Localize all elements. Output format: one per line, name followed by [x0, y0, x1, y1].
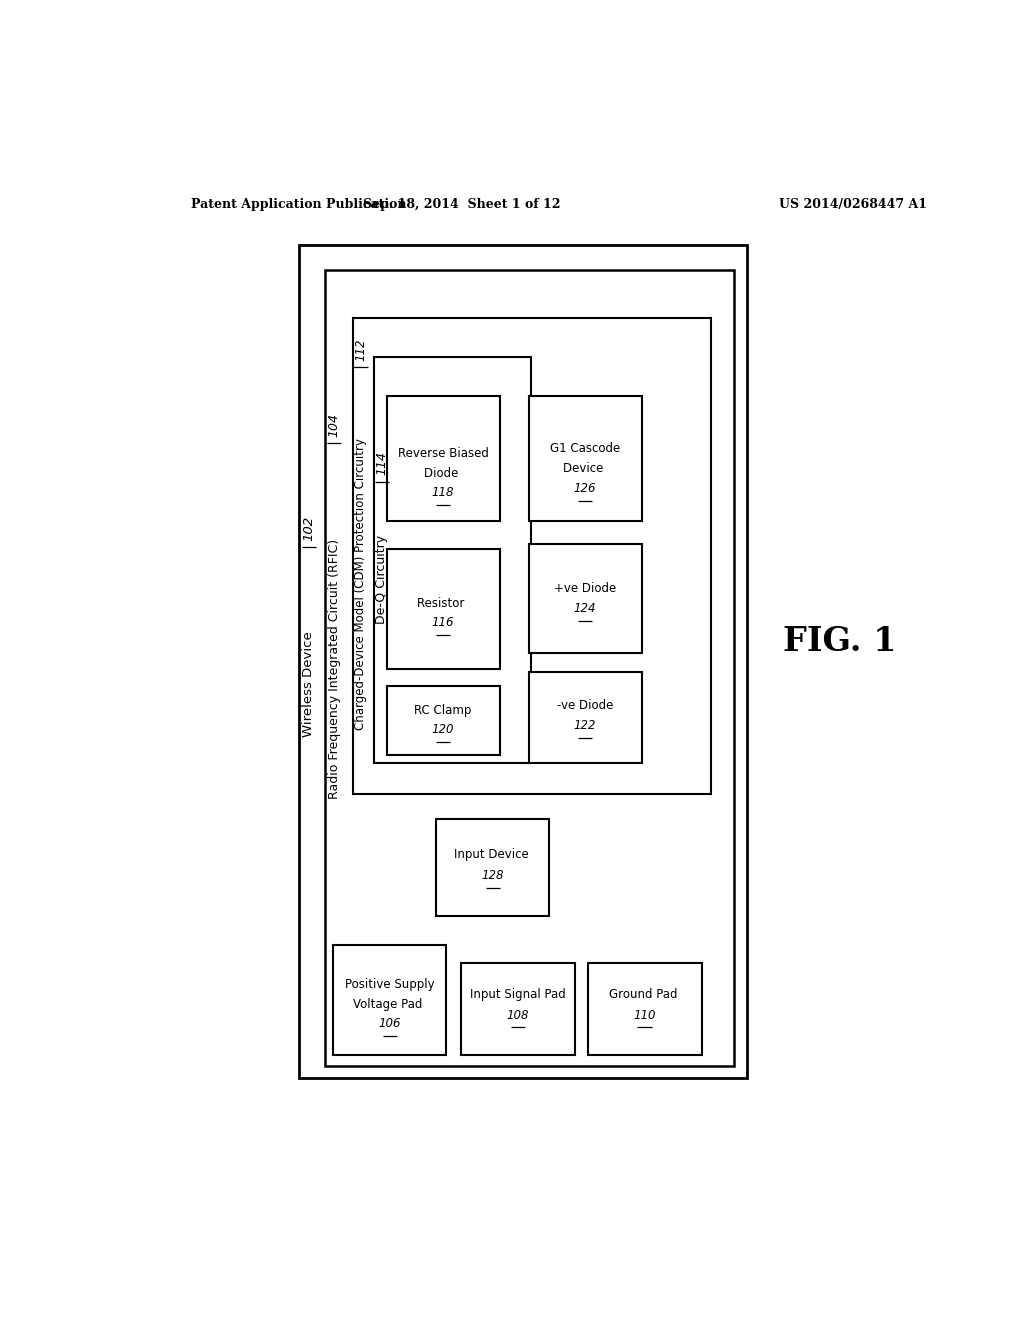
Text: Charged-Device Model (CDM) Protection Circuitry: Charged-Device Model (CDM) Protection Ci…: [354, 434, 367, 730]
Text: 128: 128: [482, 870, 504, 883]
Text: US 2014/0268447 A1: US 2014/0268447 A1: [778, 198, 927, 211]
Text: +ve Diode: +ve Diode: [554, 582, 616, 595]
Text: -ve Diode: -ve Diode: [557, 698, 613, 711]
Text: 108: 108: [507, 1008, 529, 1022]
Text: 110: 110: [634, 1008, 656, 1022]
Bar: [325, 271, 733, 1067]
Bar: [333, 945, 446, 1055]
Text: Reverse Biased: Reverse Biased: [397, 446, 488, 459]
Text: Positive Supply: Positive Supply: [345, 978, 435, 991]
Text: Patent Application Publication: Patent Application Publication: [191, 198, 407, 211]
Text: Input Signal Pad: Input Signal Pad: [470, 989, 565, 1002]
Text: Ground Pad: Ground Pad: [608, 989, 681, 1002]
Text: Resistor: Resistor: [418, 597, 469, 610]
Text: 104: 104: [328, 413, 341, 437]
Bar: [299, 244, 748, 1078]
Bar: [387, 396, 500, 521]
Text: 126: 126: [573, 482, 596, 495]
Text: 122: 122: [573, 719, 596, 733]
Bar: [528, 672, 642, 763]
Bar: [352, 318, 712, 793]
Text: Diode: Diode: [424, 467, 462, 480]
Text: 112: 112: [354, 338, 367, 360]
Text: G1 Cascode: G1 Cascode: [550, 442, 621, 454]
Text: 116: 116: [432, 616, 455, 630]
Bar: [387, 549, 500, 669]
Bar: [588, 964, 701, 1055]
Text: De-Q Circuitry: De-Q Circuitry: [376, 531, 388, 624]
Bar: [461, 964, 574, 1055]
Text: 120: 120: [432, 723, 455, 737]
Text: RC Clamp: RC Clamp: [415, 704, 472, 717]
Bar: [528, 544, 642, 653]
Text: Wireless Device: Wireless Device: [302, 627, 315, 737]
Bar: [436, 818, 550, 916]
Text: 106: 106: [379, 1016, 401, 1030]
Bar: [374, 356, 531, 763]
Text: 102: 102: [302, 516, 315, 541]
Text: Sep. 18, 2014  Sheet 1 of 12: Sep. 18, 2014 Sheet 1 of 12: [362, 198, 560, 211]
Text: 124: 124: [573, 602, 596, 615]
Text: FIG. 1: FIG. 1: [782, 624, 896, 657]
Bar: [528, 396, 642, 521]
Text: Radio Frequency Integrated Circuit (RFIC): Radio Frequency Integrated Circuit (RFIC…: [328, 535, 341, 799]
Bar: [387, 686, 500, 755]
Text: Device: Device: [563, 462, 607, 475]
Text: Input Device: Input Device: [454, 849, 532, 861]
Text: Voltage Pad: Voltage Pad: [353, 998, 426, 1011]
Text: 114: 114: [376, 451, 388, 475]
Text: 118: 118: [432, 486, 455, 499]
